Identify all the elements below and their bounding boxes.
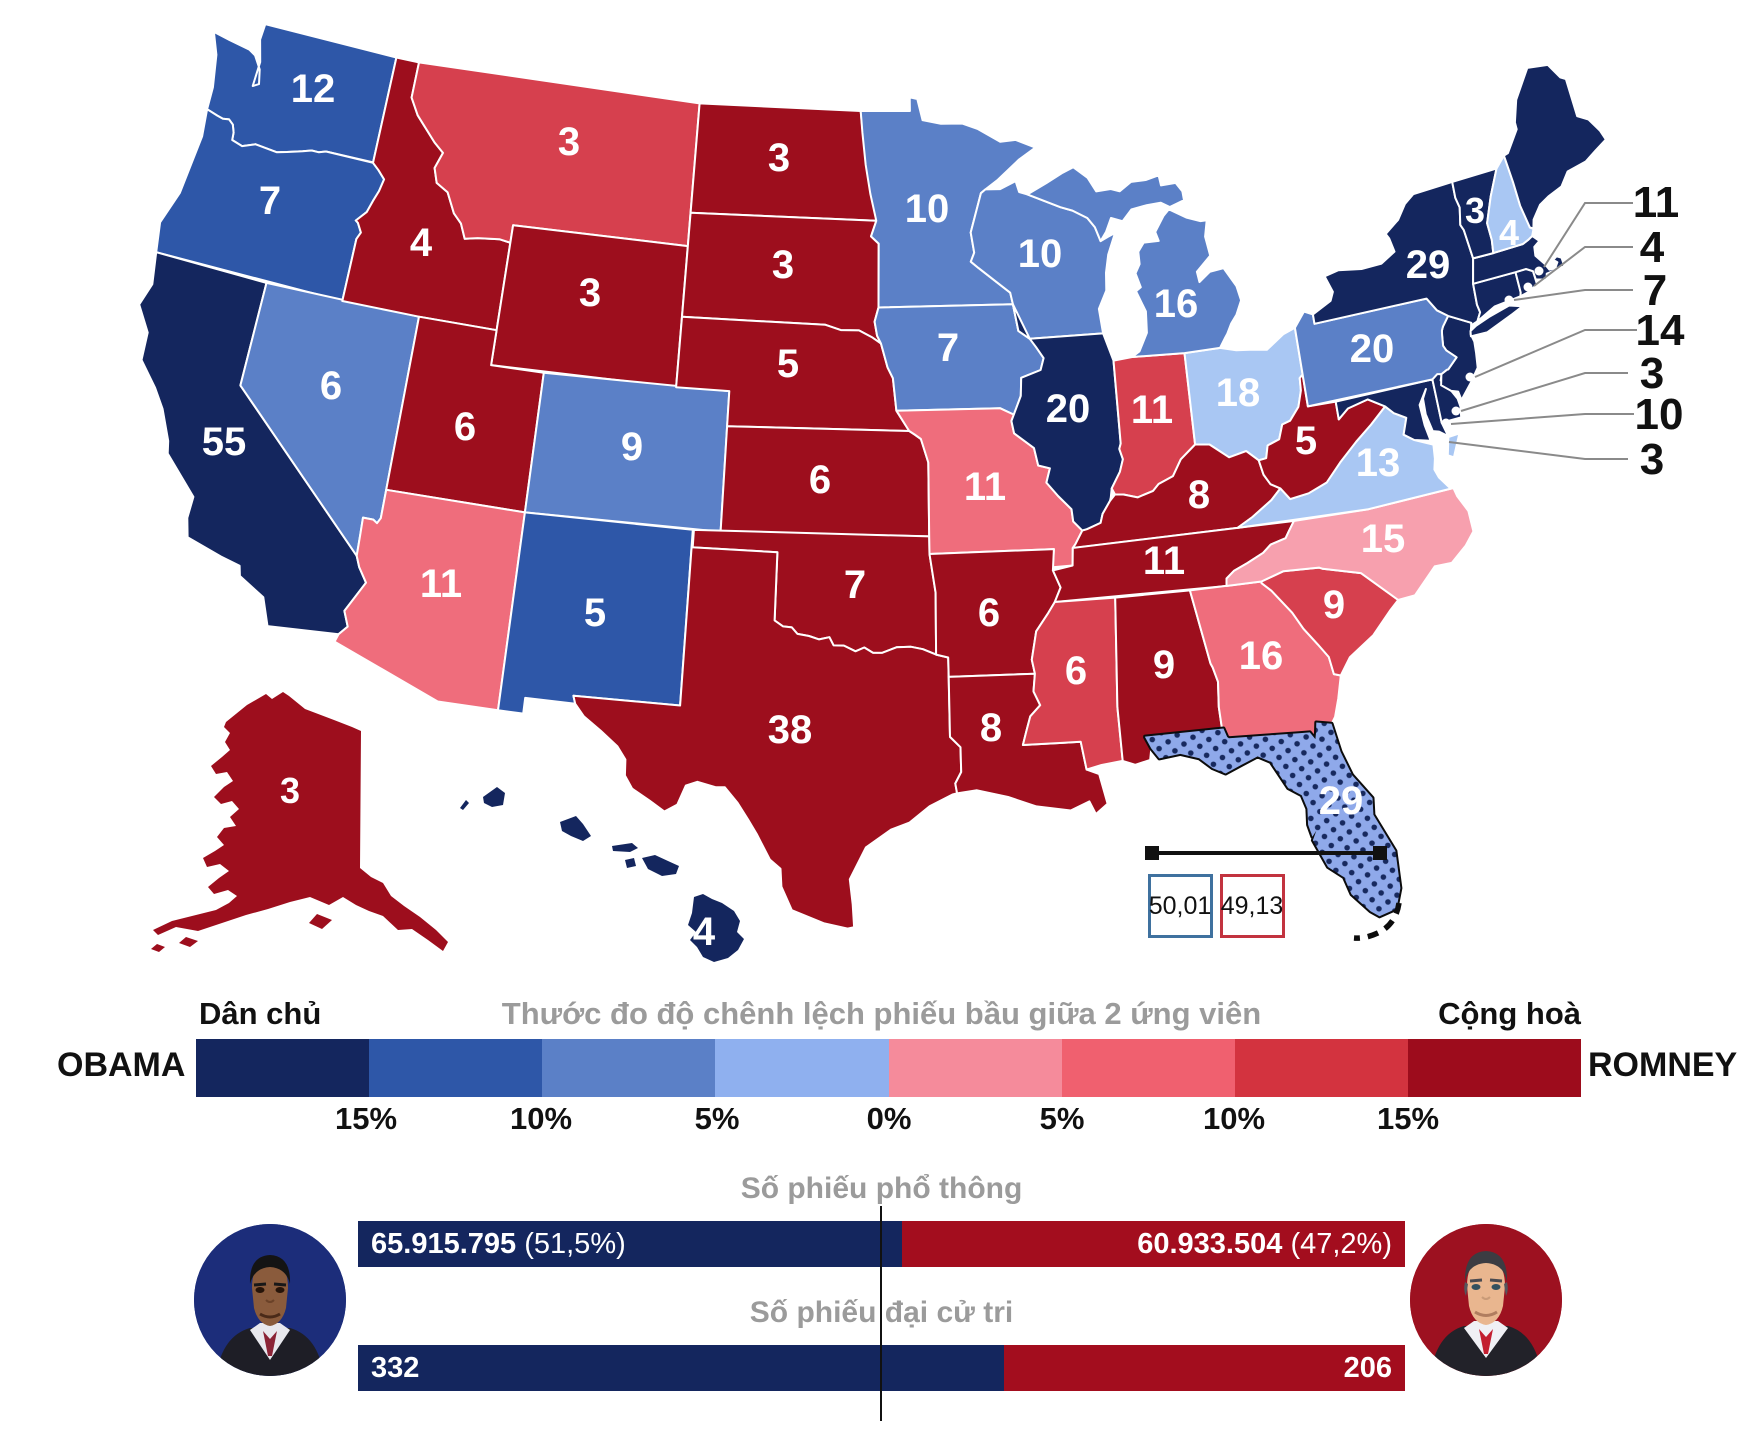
svg-text:50,01: 50,01 — [1149, 892, 1212, 920]
svg-text:20: 20 — [1046, 387, 1091, 431]
svg-text:7: 7 — [937, 326, 959, 370]
svg-text:9: 9 — [1323, 583, 1345, 627]
svg-text:29: 29 — [1319, 779, 1364, 823]
svg-text:5: 5 — [1295, 419, 1317, 463]
svg-text:4: 4 — [1640, 223, 1665, 272]
svg-text:6: 6 — [320, 364, 342, 408]
svg-text:11: 11 — [964, 465, 1006, 509]
svg-text:12: 12 — [291, 67, 336, 111]
svg-text:14: 14 — [1636, 306, 1685, 355]
svg-text:3: 3 — [558, 120, 580, 164]
svg-text:9: 9 — [621, 425, 643, 469]
svg-text:10: 10 — [905, 187, 950, 231]
svg-text:3: 3 — [1640, 349, 1664, 398]
svg-text:16: 16 — [1239, 634, 1284, 678]
svg-text:11: 11 — [1131, 388, 1173, 432]
svg-text:6: 6 — [1065, 649, 1087, 693]
svg-text:9: 9 — [1153, 643, 1175, 687]
svg-text:10: 10 — [1635, 390, 1684, 439]
svg-text:3: 3 — [772, 243, 794, 287]
svg-text:11: 11 — [1143, 539, 1185, 583]
svg-text:6: 6 — [454, 405, 476, 449]
svg-text:6: 6 — [978, 591, 1000, 635]
svg-text:11: 11 — [420, 562, 462, 606]
svg-text:29: 29 — [1406, 243, 1451, 287]
svg-text:7: 7 — [844, 563, 866, 607]
svg-text:3: 3 — [280, 770, 300, 811]
svg-text:11: 11 — [1633, 178, 1680, 227]
svg-text:3: 3 — [579, 271, 601, 315]
svg-text:4: 4 — [1499, 212, 1519, 253]
svg-text:4: 4 — [410, 221, 433, 265]
svg-text:6: 6 — [809, 458, 831, 502]
svg-text:8: 8 — [1188, 473, 1210, 517]
svg-text:49,13: 49,13 — [1221, 892, 1284, 920]
svg-text:16: 16 — [1154, 282, 1199, 326]
svg-text:38: 38 — [768, 708, 813, 752]
svg-text:13: 13 — [1356, 441, 1401, 485]
svg-text:7: 7 — [259, 179, 281, 223]
svg-text:3: 3 — [1465, 190, 1485, 231]
svg-text:3: 3 — [1640, 435, 1664, 484]
svg-text:8: 8 — [980, 706, 1002, 750]
svg-text:18: 18 — [1216, 371, 1261, 415]
svg-text:5: 5 — [777, 342, 799, 386]
svg-text:10: 10 — [1018, 232, 1063, 276]
svg-text:5: 5 — [584, 591, 606, 635]
svg-text:4: 4 — [693, 910, 716, 954]
svg-text:3: 3 — [768, 136, 790, 180]
svg-text:15: 15 — [1361, 517, 1406, 561]
svg-text:55: 55 — [202, 420, 247, 464]
svg-text:7: 7 — [1643, 266, 1667, 315]
svg-text:20: 20 — [1350, 327, 1395, 371]
